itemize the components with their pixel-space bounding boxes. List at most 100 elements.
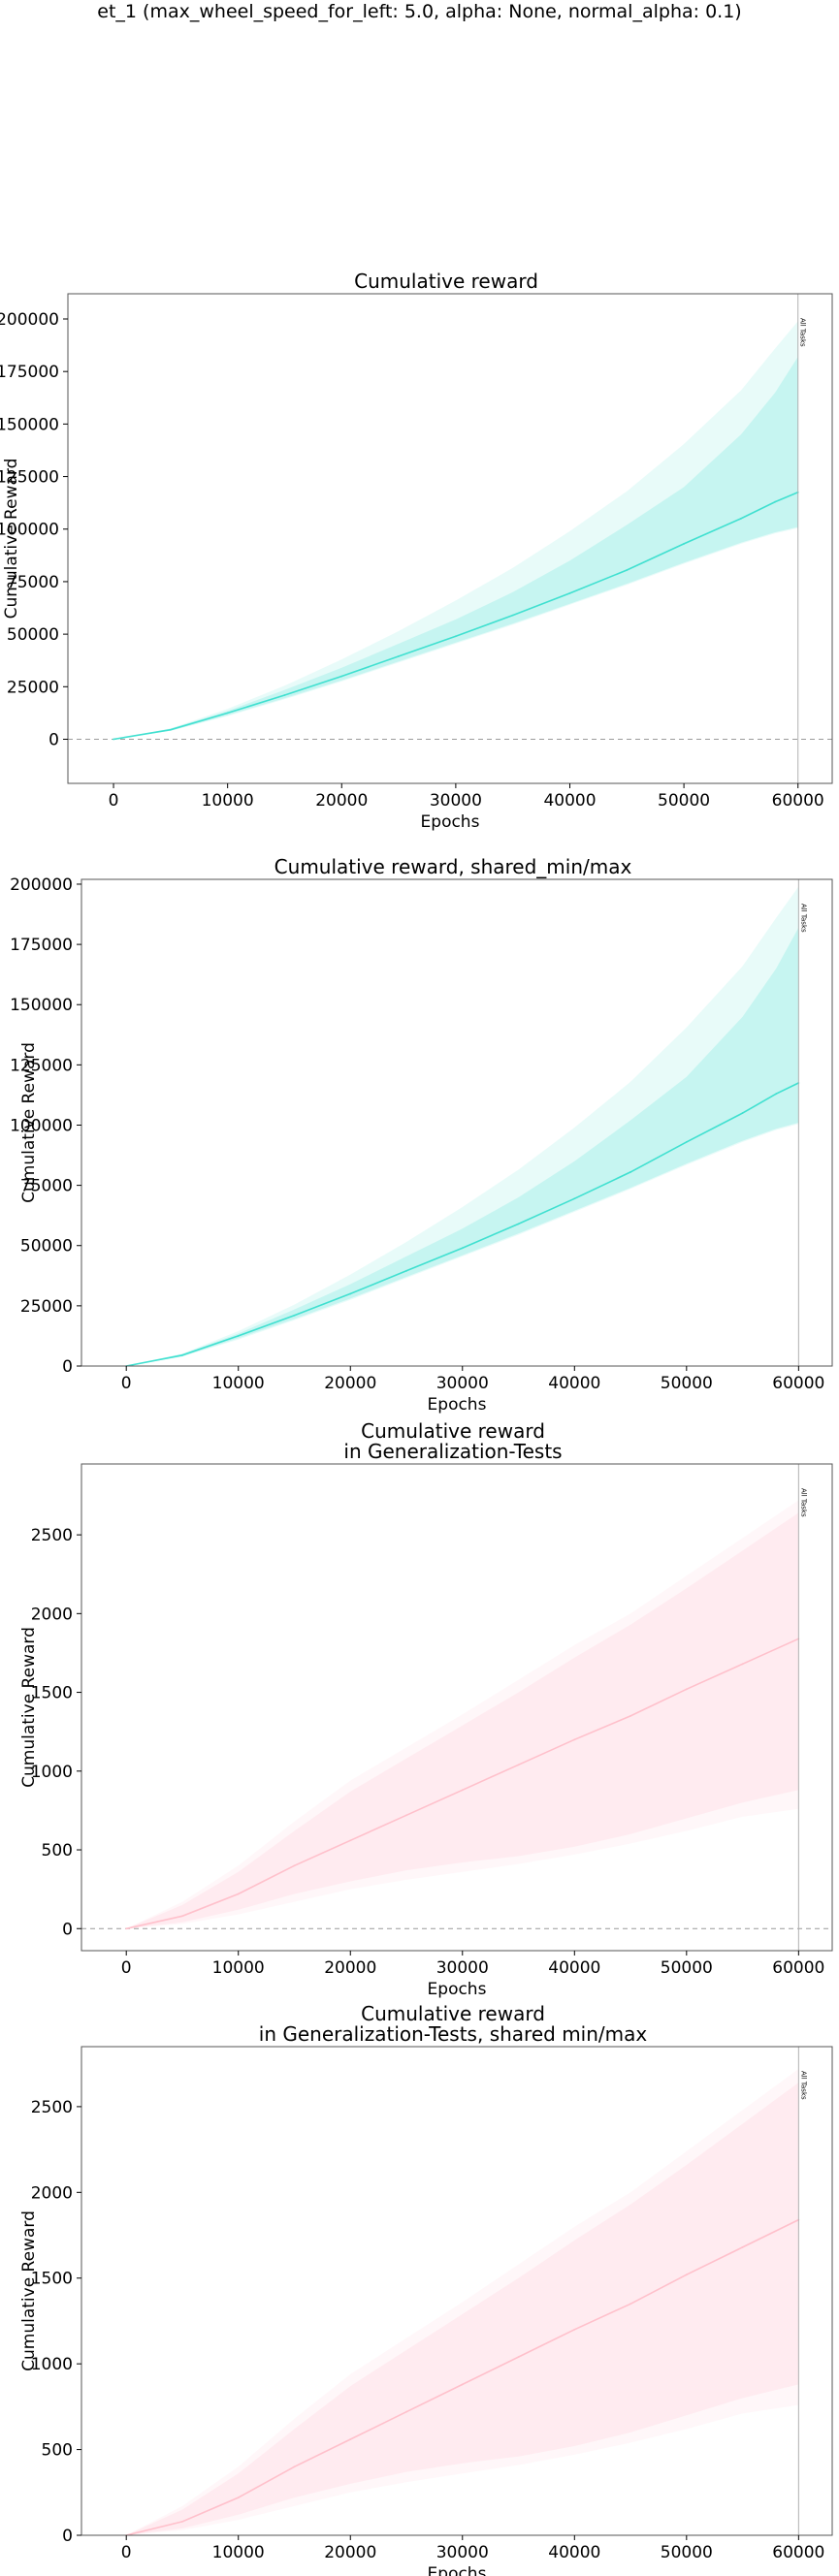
x-tick-label: 50000 — [661, 1374, 713, 1393]
y-tick-label: 1000 — [31, 1763, 73, 1782]
y-tick-label: 2500 — [31, 2098, 73, 2117]
data-point — [349, 1292, 352, 1295]
band-outer — [126, 886, 799, 1366]
y-tick-label: 150000 — [10, 996, 73, 1015]
y-tick-label: 100000 — [10, 1116, 73, 1135]
data-point — [454, 635, 457, 638]
task-marker-label: All Tasks — [799, 1488, 807, 1517]
task-marker-label: All Tasks — [799, 904, 807, 933]
data-point — [113, 738, 114, 741]
data-point — [511, 614, 514, 617]
data-point — [169, 728, 172, 731]
chart-title: in Generalization-Tests — [343, 1440, 562, 1463]
x-tick-label: 10000 — [212, 1374, 265, 1393]
data-point — [349, 1839, 352, 1842]
data-point — [517, 1764, 520, 1766]
y-tick-label: 200000 — [10, 875, 73, 895]
x-tick-label: 10000 — [202, 791, 254, 811]
x-tick-label: 60000 — [772, 791, 824, 811]
data-point — [573, 1738, 576, 1741]
chart-title: Cumulative reward — [361, 2002, 545, 2025]
y-tick-label: 125000 — [0, 468, 59, 488]
y-tick-label: 0 — [62, 1920, 73, 1939]
data-point — [405, 1269, 407, 1272]
data-point — [741, 2246, 744, 2248]
y-tick-label: 500 — [42, 1841, 73, 1860]
band-inner — [126, 927, 799, 1366]
y-tick-label: 75000 — [7, 573, 59, 592]
y-tick-label: 100000 — [0, 521, 59, 540]
chart-1: All Tasks 0 10000 20000 30000 40000 50000 60000… — [0, 270, 833, 832]
data-point — [685, 1140, 688, 1143]
chart-title: Cumulative reward — [354, 270, 538, 293]
x-axis-label: Epochs — [428, 1395, 487, 1415]
data-point — [293, 1314, 296, 1317]
band-outer — [126, 1500, 799, 1929]
band-inner — [126, 1512, 799, 1929]
data-point — [517, 2356, 520, 2358]
chart-title: Cumulative reward, shared_min/max — [274, 855, 632, 878]
y-tick-label: 25000 — [20, 1297, 73, 1317]
data-point — [568, 591, 571, 594]
data-point — [405, 2410, 407, 2413]
y-tick-label: 2000 — [31, 1605, 73, 1624]
x-tick-label: 40000 — [548, 1958, 600, 1978]
data-point — [237, 1335, 240, 1337]
data-point — [237, 2496, 240, 2498]
data-point — [293, 2465, 296, 2468]
data-point — [461, 1247, 464, 1250]
y-tick-label: 175000 — [0, 363, 59, 382]
y-axis-label: Cumulative Reward — [19, 1042, 39, 1203]
data-point — [573, 1197, 576, 1200]
x-tick-label: 30000 — [436, 1958, 489, 1978]
y-tick-label: 500 — [42, 2441, 73, 2461]
mean-line — [113, 492, 799, 741]
band-inner — [126, 2083, 799, 2535]
y-axis-label: Cumulative Reward — [19, 2210, 39, 2371]
y-tick-label: 2000 — [31, 2183, 73, 2203]
y-tick-label: 175000 — [10, 936, 73, 955]
x-tick-label: 20000 — [324, 1958, 376, 1978]
band-outer — [126, 2069, 799, 2535]
y-tick-label: 0 — [48, 730, 59, 749]
x-tick-label: 30000 — [436, 2543, 489, 2562]
x-tick-label: 0 — [121, 2543, 132, 2562]
data-point — [237, 1892, 240, 1895]
data-point — [461, 2383, 464, 2386]
data-point — [683, 543, 686, 545]
plot-frame — [81, 878, 833, 1367]
data-point — [573, 2328, 576, 2331]
data-point — [293, 1864, 296, 1867]
y-tick-label: 150000 — [0, 415, 59, 434]
y-tick-label: 2500 — [31, 1526, 73, 1545]
data-point — [226, 712, 229, 715]
data-point — [685, 2274, 688, 2276]
data-point — [774, 500, 777, 503]
x-tick-label: 50000 — [661, 2543, 713, 2562]
y-tick-label: 0 — [62, 2527, 73, 2546]
plot-frame — [81, 1463, 833, 1952]
chart-2: All Tasks 0 10000 20000 30000 40000 50000 60000… — [10, 855, 833, 1415]
x-tick-label: 40000 — [543, 791, 596, 811]
x-tick-label: 50000 — [658, 791, 710, 811]
x-axis-label: Epochs — [421, 812, 480, 832]
x-tick-label: 20000 — [315, 791, 368, 811]
x-tick-label: 0 — [121, 1958, 132, 1978]
data-point — [629, 1715, 631, 1717]
x-tick-label: 0 — [121, 1374, 132, 1393]
y-tick-label: 25000 — [7, 678, 59, 697]
data-point — [405, 1814, 407, 1817]
data-point — [629, 2303, 631, 2306]
chart-title: in Generalization-Tests, shared min/max — [259, 2022, 648, 2046]
chart-title: Cumulative reward — [361, 1419, 545, 1443]
y-axis-label: Cumulative Reward — [2, 459, 21, 620]
x-tick-label: 60000 — [772, 2543, 824, 2562]
x-tick-label: 30000 — [430, 791, 482, 811]
data-point — [181, 2520, 183, 2523]
data-point — [181, 1915, 183, 1918]
band-inner — [113, 357, 798, 740]
data-point — [340, 675, 343, 678]
task-marker-label: All Tasks — [799, 2071, 807, 2100]
plot-frame — [67, 293, 833, 784]
